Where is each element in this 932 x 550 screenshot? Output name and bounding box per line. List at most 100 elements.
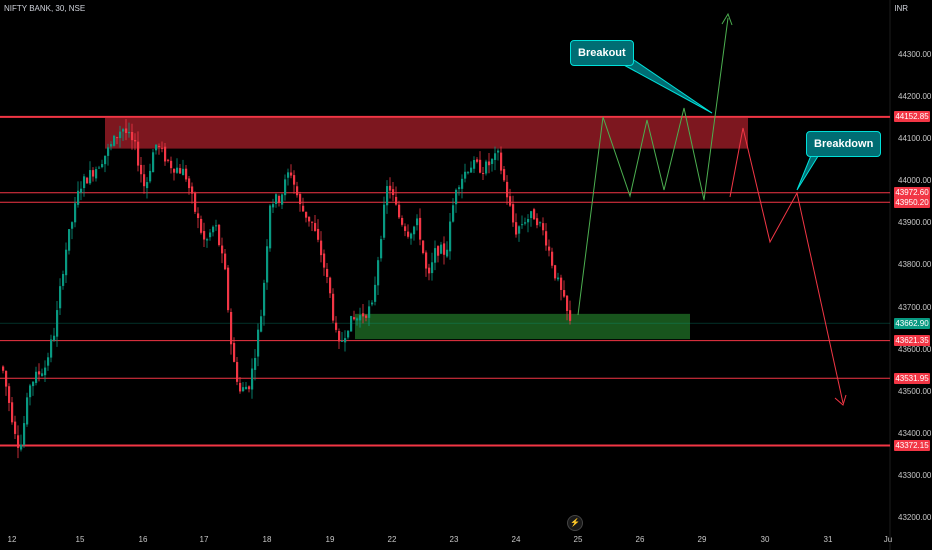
y-tick-label: 44000.00 (898, 176, 932, 186)
candle-body (200, 218, 203, 233)
candle-body (254, 358, 257, 370)
candle-body (29, 385, 32, 398)
currency-label: INR (894, 4, 908, 13)
candle-body (401, 217, 404, 225)
candle-body (20, 444, 23, 450)
candle-body (329, 277, 332, 294)
candle-body (260, 316, 263, 332)
candle-body (263, 282, 266, 316)
breakout-callout[interactable]: Breakout (570, 40, 634, 66)
candle-body (191, 186, 194, 194)
candle-body (479, 159, 482, 173)
x-tick-label: 30 (760, 535, 770, 544)
candle-body (428, 267, 431, 274)
x-tick-label: 24 (511, 535, 521, 544)
candle-body (209, 232, 212, 238)
x-tick-label: Ju (883, 535, 893, 544)
candle-body (80, 188, 83, 193)
candle-body (452, 205, 455, 222)
candle-body (284, 179, 287, 196)
candle-body (113, 135, 116, 146)
candle-body (47, 357, 50, 366)
candle-body (482, 173, 485, 175)
candle-body (14, 421, 17, 434)
candle-body (359, 315, 362, 321)
y-tick-label: 43800.00 (898, 260, 932, 270)
candle-body (353, 317, 356, 320)
candle-body (365, 315, 368, 318)
candle-body (146, 182, 149, 189)
candle-body (11, 402, 14, 423)
candle-body (125, 128, 128, 134)
candle-body (362, 313, 365, 317)
candle-body (419, 217, 422, 240)
price-level-badge: 44152.85 (894, 111, 930, 123)
x-tick-label: 15 (75, 535, 85, 544)
candle-body (569, 310, 572, 321)
candle-body (467, 172, 470, 174)
candle-body (44, 367, 47, 376)
candle-body (449, 221, 452, 252)
x-tick-label: 25 (573, 535, 583, 544)
y-tick-label: 44300.00 (898, 50, 932, 59)
candle-body (32, 381, 35, 387)
candle-body (227, 267, 230, 311)
candle-body (167, 159, 170, 161)
candle-body (407, 231, 410, 237)
candle-body (335, 322, 338, 330)
candle-body (533, 209, 536, 220)
breakdown-arrowhead (834, 394, 847, 406)
candle-body (515, 222, 518, 235)
candle-body (434, 248, 437, 263)
candle-body (524, 222, 527, 224)
price-level-badge: 43621.35 (894, 335, 930, 347)
x-tick-label: 29 (697, 535, 707, 544)
candle-body (158, 145, 161, 148)
x-tick-label: 16 (138, 535, 148, 544)
candle-body (500, 152, 503, 171)
y-tick-label: 43900.00 (898, 218, 932, 228)
candle-body (152, 152, 155, 173)
candle-body (506, 181, 509, 198)
x-tick-label: 31 (823, 535, 833, 544)
candle-body (53, 335, 56, 341)
candle-body (188, 178, 191, 189)
breakdown-callout[interactable]: Breakdown (806, 131, 882, 157)
candle-body (317, 228, 320, 240)
candle-body (77, 190, 80, 205)
breakout-callout-pointer (621, 55, 713, 114)
candle-body (308, 216, 311, 222)
y-tick-label: 44100.00 (898, 134, 932, 144)
candle-body (197, 213, 200, 219)
candle-body (338, 331, 341, 342)
candle-body (257, 329, 260, 357)
candle-body (545, 231, 548, 246)
candle-body (461, 178, 464, 189)
candle-body (296, 186, 299, 196)
candle-body (470, 167, 473, 173)
candle-body (458, 187, 461, 190)
candle-body (311, 221, 314, 223)
candle-body (404, 226, 407, 231)
candle-body (491, 158, 494, 164)
candle-body (320, 240, 323, 256)
tradingview-logo-icon[interactable]: ⚡ (567, 515, 583, 531)
candle-body (272, 204, 275, 208)
candle-body (173, 168, 176, 173)
candle-body (398, 204, 401, 218)
candle-body (527, 219, 530, 223)
candle-body (356, 318, 359, 321)
candle-body (236, 362, 239, 382)
candle-body (137, 141, 140, 166)
candle-body (41, 373, 44, 376)
candle-body (437, 246, 440, 256)
candle-body (56, 310, 59, 337)
candle-body (68, 229, 71, 251)
candle-body (107, 147, 110, 156)
candle-body (83, 176, 86, 189)
x-tick-label: 18 (262, 535, 272, 544)
candle-body (368, 306, 371, 318)
candle-body (128, 131, 131, 134)
candle-body (155, 144, 158, 151)
